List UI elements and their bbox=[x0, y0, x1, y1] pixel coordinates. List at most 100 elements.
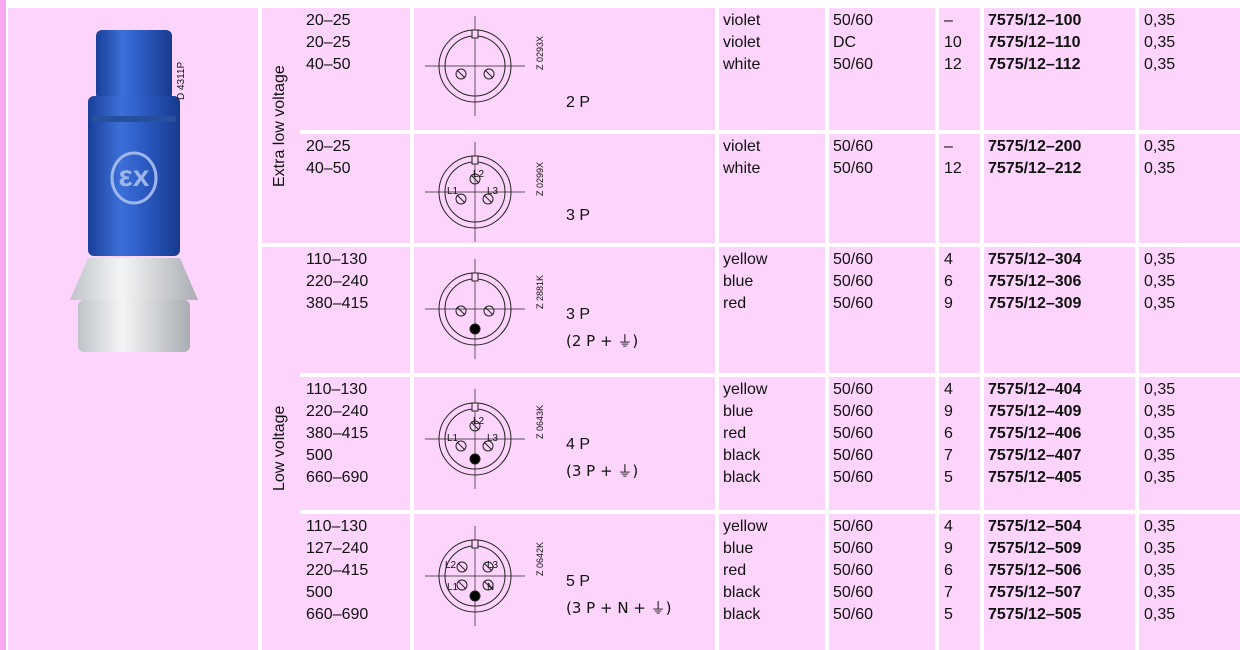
table-cell bbox=[300, 247, 410, 373]
voltages: 40–50 bbox=[306, 56, 351, 73]
diagram-part bbox=[455, 440, 467, 452]
order-numbers: 7575/12–112 bbox=[988, 56, 1081, 73]
weights: 0,35 bbox=[1144, 34, 1176, 51]
frequencies: 50/60 bbox=[833, 518, 874, 535]
numbers: 5 bbox=[944, 606, 953, 623]
weights: 0,35 bbox=[1144, 562, 1176, 579]
numbers: 6 bbox=[944, 273, 953, 290]
diagram-part bbox=[482, 193, 494, 205]
colors: yellow bbox=[723, 251, 768, 268]
table-cell bbox=[719, 377, 825, 510]
weights: 0,35 bbox=[1144, 56, 1176, 73]
weights: 0,35 bbox=[1144, 160, 1176, 177]
diagram-part bbox=[455, 193, 467, 205]
order-numbers: 7575/12–309 bbox=[988, 295, 1082, 312]
table-cell bbox=[829, 134, 935, 243]
table-cell bbox=[414, 377, 715, 510]
colors: black bbox=[723, 584, 761, 601]
order-numbers: 7575/12–306 bbox=[988, 273, 1082, 290]
numbers: 10 bbox=[944, 34, 962, 51]
table-cell bbox=[414, 8, 715, 130]
diagram-part bbox=[456, 441, 466, 451]
table-cell bbox=[300, 134, 410, 243]
frequencies: DC bbox=[833, 34, 857, 51]
weights: 0,35 bbox=[1144, 138, 1176, 155]
diagram-part bbox=[469, 590, 481, 602]
poles: 5 P bbox=[566, 573, 591, 590]
diagram-part bbox=[456, 561, 468, 573]
voltages: 220–240 bbox=[306, 403, 369, 420]
table-cell bbox=[984, 8, 1135, 130]
diagram-part bbox=[482, 440, 494, 452]
colors: red bbox=[723, 562, 747, 579]
table-cell bbox=[300, 8, 410, 130]
colors: red bbox=[723, 295, 747, 312]
table-cell bbox=[300, 377, 410, 510]
numbers: 9 bbox=[944, 295, 953, 312]
table-cell bbox=[829, 8, 935, 130]
table-cell bbox=[829, 514, 935, 650]
order-numbers: 7575/12–304 bbox=[988, 251, 1082, 268]
pin-label: L2 bbox=[473, 169, 485, 180]
table-cell bbox=[939, 514, 980, 650]
table-cell bbox=[984, 134, 1135, 243]
pin-label: L3 bbox=[487, 433, 499, 444]
voltages: 110–130 bbox=[306, 251, 368, 268]
table-cell bbox=[719, 8, 825, 130]
numbers: – bbox=[944, 12, 953, 29]
frequencies: 50/60 bbox=[833, 381, 874, 398]
numbers: 6 bbox=[944, 562, 953, 579]
numbers: 12 bbox=[944, 160, 962, 177]
table-cell bbox=[984, 247, 1135, 373]
weights: 0,35 bbox=[1144, 584, 1176, 601]
side-strip bbox=[0, 0, 6, 650]
pin-label: L1 bbox=[447, 186, 459, 197]
numbers: 5 bbox=[944, 469, 953, 486]
order-numbers: 7575/12–100 bbox=[988, 12, 1082, 29]
diagram-part bbox=[469, 420, 481, 432]
diagram-part bbox=[457, 562, 467, 572]
colors: violet bbox=[723, 34, 761, 51]
diagram-part bbox=[471, 272, 479, 282]
diagram-part bbox=[455, 68, 467, 80]
diagram-part bbox=[483, 562, 493, 572]
weights: 0,35 bbox=[1144, 606, 1176, 623]
frequencies: 50/60 bbox=[833, 12, 874, 29]
diagram-part bbox=[483, 580, 493, 590]
weights: 0,35 bbox=[1144, 12, 1176, 29]
table-cell bbox=[1139, 514, 1240, 650]
order-numbers: 7575/12–110 bbox=[988, 34, 1081, 51]
frequencies: 50/60 bbox=[833, 295, 874, 312]
diagram-code: Z 0642K bbox=[535, 541, 545, 576]
group-cell bbox=[262, 8, 300, 243]
table-cell bbox=[719, 134, 825, 243]
poles-note: (2 P + ⏚) bbox=[566, 332, 639, 350]
numbers: – bbox=[944, 138, 953, 155]
diagram-part: L2 L3 L1 N bbox=[425, 526, 525, 626]
weights: 0,35 bbox=[1144, 540, 1176, 557]
poles-note: (3 P + ⏚) bbox=[566, 462, 639, 480]
pin-diagram bbox=[425, 259, 525, 359]
frequencies: 50/60 bbox=[833, 562, 874, 579]
pin-label: L3 bbox=[487, 186, 499, 197]
diagram-part bbox=[457, 580, 467, 590]
diagram-code: Z 0643K bbox=[535, 404, 545, 439]
group-label: Extra low voltage bbox=[271, 64, 288, 187]
image-label: D 4311P bbox=[176, 61, 187, 100]
table-cell bbox=[414, 247, 715, 373]
diagram-part bbox=[470, 174, 480, 184]
table-cell bbox=[414, 514, 715, 650]
pin-label: N bbox=[487, 582, 494, 593]
svg-text:εx: εx bbox=[119, 160, 150, 193]
poles: 3 P bbox=[566, 306, 591, 323]
voltages: 500 bbox=[306, 447, 333, 464]
weights: 0,35 bbox=[1144, 251, 1176, 268]
numbers: 9 bbox=[944, 403, 953, 420]
pin-label: L3 bbox=[487, 560, 499, 571]
frequencies: 50/60 bbox=[833, 138, 874, 155]
diagram-part bbox=[471, 155, 479, 165]
pin-label: L2 bbox=[445, 560, 457, 571]
weights: 0,35 bbox=[1144, 403, 1176, 420]
diagram-part: L2 L1 L3 bbox=[425, 389, 525, 489]
diagram-part bbox=[482, 579, 494, 591]
